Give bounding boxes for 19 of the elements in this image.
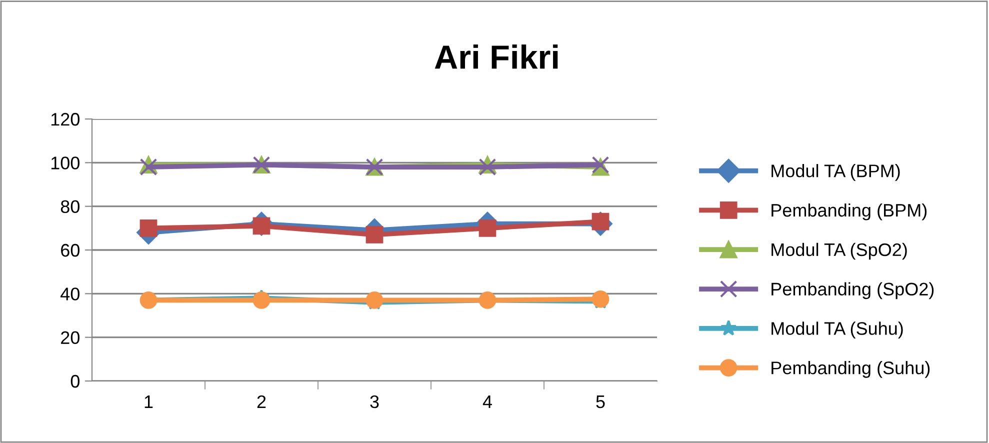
y-tick-label: 0 — [70, 374, 80, 388]
legend-label: Pembanding (Suhu) — [772, 361, 930, 378]
y-tick-label: 80 — [60, 200, 80, 214]
x-tick-label: 2 — [257, 395, 266, 408]
legend-label: Modul TA (Suhu) — [772, 322, 903, 338]
legend-label: Modul TA (BPM) — [772, 164, 900, 181]
y-tick-label: 20 — [61, 331, 80, 344]
x-tick-label: 4 — [482, 396, 492, 408]
legend-label: Modul TA (SpO2) — [772, 242, 907, 260]
legend-label: Pembanding (BPM) — [772, 203, 927, 220]
x-tick-label: 1 — [144, 396, 153, 408]
y-tick-label: 60 — [61, 244, 80, 257]
y-tick-label: 100 — [51, 156, 80, 170]
y-tick-label: 40 — [60, 288, 80, 300]
y-tick-label: 120 — [51, 112, 80, 126]
x-tick-label: 3 — [370, 395, 379, 408]
chart-title: Ari Fikri — [434, 44, 558, 69]
legend-label: Pembanding (SpO2) — [772, 282, 934, 300]
x-tick-label: 5 — [596, 396, 605, 408]
